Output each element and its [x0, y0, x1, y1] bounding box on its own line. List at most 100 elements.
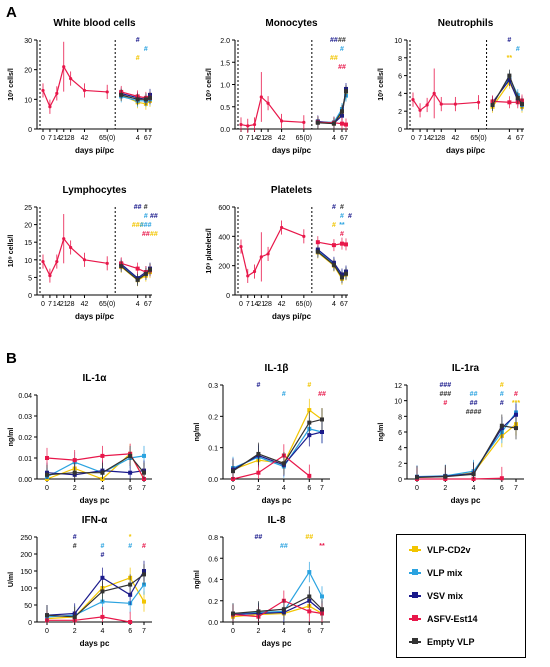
x-tick-label: 7	[320, 628, 324, 635]
significance-mark: #	[340, 46, 344, 53]
series-line-empty-vlp	[317, 251, 347, 279]
data-point	[302, 120, 306, 124]
x-tick-label: 7	[48, 301, 52, 308]
panel-label-b: B	[6, 350, 17, 367]
x-tick-label: 7	[514, 485, 518, 492]
chart-panel-b-0: IL-1α 0.00 0.01 0.02 0.03 0.04 ng/ml days pc 0 2 4…	[8, 373, 152, 505]
x-axis-label: days pc	[262, 496, 292, 505]
data-point	[142, 470, 146, 475]
x-tick-label: 65(0)	[296, 301, 312, 308]
chart-panel-b-4: IL-8 0.0 0.2 0.4 0.6 0.8 ng/ml days pc 0 2 4 6 7 ## ##…	[194, 515, 330, 648]
x-tick-label: 28	[437, 135, 445, 142]
y-tick-label: 600	[218, 205, 230, 212]
data-point	[331, 262, 336, 267]
legend-swatch	[409, 569, 421, 575]
chart-panel-a-4: Platelets 0 200 400 600 10⁹ platelets/l days p…	[206, 185, 352, 321]
data-point	[520, 102, 524, 107]
x-tick-label: 42	[278, 135, 286, 142]
legend-swatch	[409, 592, 421, 598]
significance-mark: #	[443, 400, 447, 407]
x-tick-label: 14	[53, 301, 61, 308]
significance-mark: ###	[140, 222, 152, 229]
y-axis-label: 10⁹ platelets/l	[206, 228, 213, 273]
y-tick-label: 0.3	[208, 383, 218, 390]
x-tick-label: 7	[520, 135, 524, 142]
x-tick-label: 7	[246, 301, 250, 308]
data-point	[281, 607, 286, 612]
legend-item: VLP-CD2v	[409, 545, 471, 555]
y-tick-label: 50	[24, 603, 32, 610]
x-tick-label: 21	[60, 135, 68, 142]
significance-mark: ##	[470, 391, 478, 398]
y-tick-label: 1.5	[220, 60, 230, 67]
y-tick-label: 0	[226, 293, 230, 300]
significance-mark: ##	[142, 231, 150, 238]
x-tick-label: 14	[53, 135, 61, 142]
significance-mark: ##	[150, 213, 158, 220]
x-tick-label: 28	[67, 301, 75, 308]
y-tick-label: 0.02	[18, 435, 32, 442]
data-point	[55, 91, 59, 95]
y-tick-label: 200	[20, 552, 32, 559]
data-point	[507, 73, 512, 78]
series-line-vsv-mix	[120, 263, 151, 279]
data-point	[344, 271, 348, 276]
x-tick-label: 42	[451, 135, 459, 142]
data-point	[128, 620, 133, 624]
data-point	[100, 589, 105, 594]
y-tick-label: 4	[398, 91, 402, 98]
x-tick-label: 0	[231, 485, 235, 492]
x-tick-label: 7	[344, 301, 348, 308]
data-point	[55, 259, 59, 264]
chart-legend: VLP-CD2v VLP mix VSV mix ASFV-Est14 Empt…	[396, 534, 526, 658]
y-tick-label: 200	[218, 264, 230, 271]
x-axis-label: days pi/pc	[75, 146, 115, 155]
data-point	[143, 97, 148, 102]
data-point	[280, 119, 284, 123]
data-point	[425, 103, 429, 107]
data-point	[307, 433, 312, 438]
chart-panel-a-0: White blood cells 0 10 20 30 10⁹ cells/l days …	[8, 18, 152, 155]
data-point	[266, 101, 270, 105]
data-point	[476, 100, 481, 104]
x-tick-label: 6	[340, 301, 344, 308]
significance-mark: #	[144, 46, 148, 53]
x-tick-label: 21	[257, 135, 265, 142]
data-point	[82, 88, 87, 93]
x-tick-label: 14	[251, 135, 259, 142]
data-point	[415, 475, 419, 480]
data-point	[82, 258, 87, 262]
significance-mark: #	[340, 204, 344, 211]
x-tick-label: 42	[278, 301, 286, 308]
y-tick-label: 8	[398, 56, 402, 63]
x-tick-label: 4	[136, 301, 140, 308]
data-point	[339, 121, 344, 126]
x-tick-label: 2	[443, 485, 447, 492]
data-point	[256, 609, 261, 614]
significance-mark: #	[142, 543, 146, 550]
legend-label: Empty VLP	[427, 637, 475, 647]
y-tick-label: 6	[398, 74, 402, 81]
x-tick-label: 4	[507, 135, 511, 142]
y-tick-label: 12	[394, 383, 402, 390]
significance-mark: ##	[470, 400, 478, 407]
x-tick-label: 6	[307, 485, 311, 492]
y-tick-label: 2.0	[220, 38, 230, 45]
data-point	[320, 417, 324, 422]
data-point	[266, 252, 270, 256]
x-axis-label: days pc	[80, 496, 110, 505]
chart-title: White blood cells	[53, 18, 136, 29]
data-point	[62, 237, 66, 241]
data-point	[252, 122, 257, 127]
x-tick-label: 65(0)	[99, 135, 115, 142]
x-tick-label: 0	[45, 485, 49, 492]
significance-mark: #	[100, 543, 104, 550]
x-tick-label: 4	[100, 485, 104, 492]
data-point	[128, 453, 133, 458]
data-point	[62, 65, 66, 69]
x-tick-label: 4	[282, 628, 286, 635]
legend-item: VLP mix	[409, 568, 462, 578]
y-tick-label: 5	[28, 275, 32, 282]
significance-mark: ***	[512, 400, 520, 407]
